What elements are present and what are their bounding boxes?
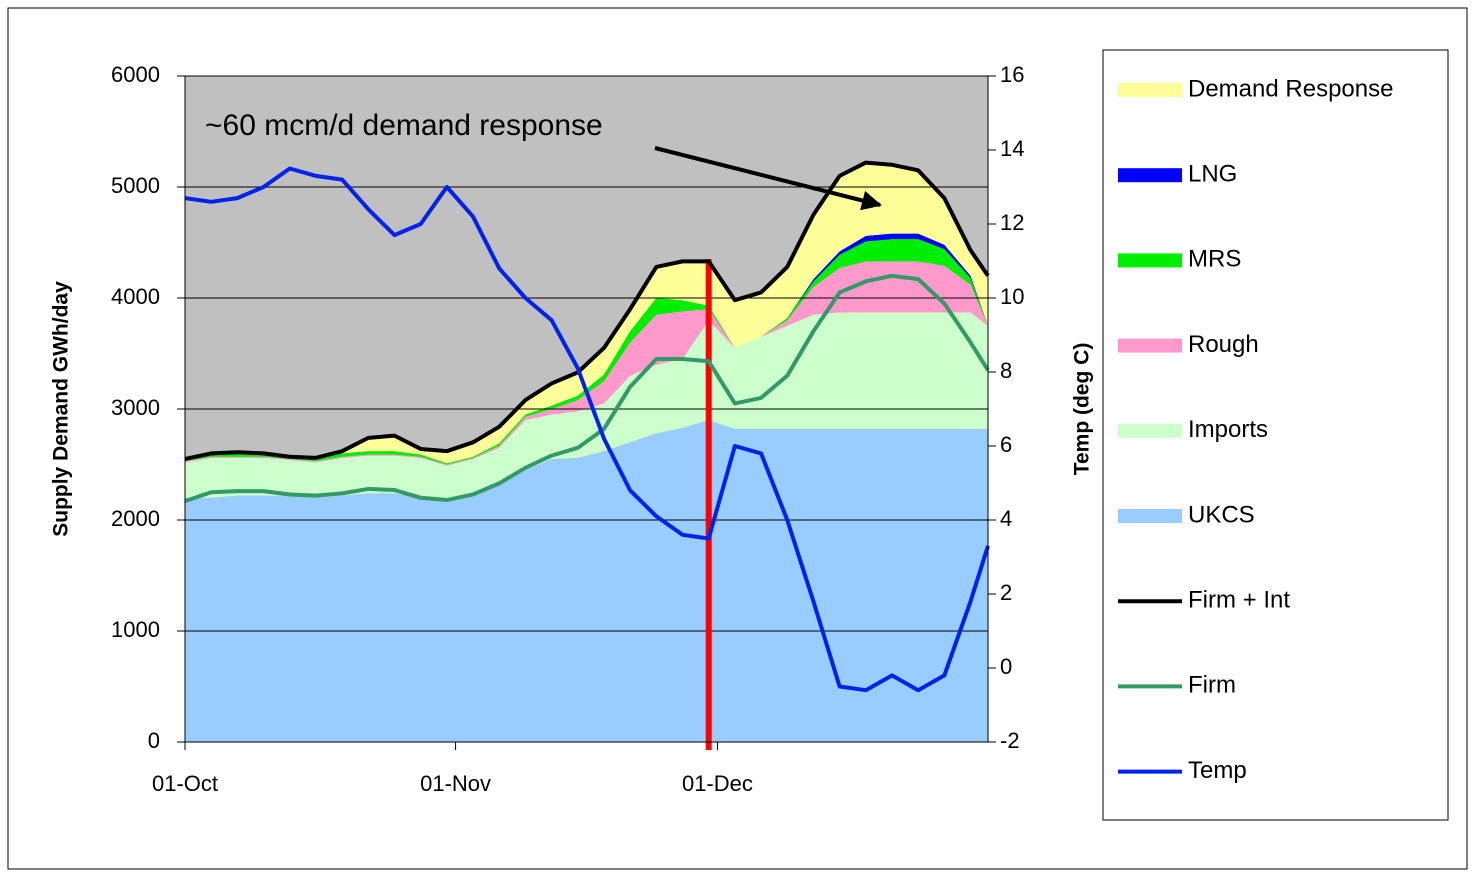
- area: [185, 420, 988, 742]
- y-tick-label: 1000: [111, 617, 160, 642]
- legend-label: Temp: [1188, 757, 1247, 784]
- legend-label: UKCS: [1188, 501, 1255, 528]
- y-tick-label: 0: [148, 728, 160, 753]
- legend-label: MRS: [1188, 246, 1241, 273]
- y2-tick-label: 14: [1000, 136, 1024, 161]
- legend-label: Imports: [1188, 416, 1268, 443]
- y-tick-label: 5000: [111, 173, 160, 198]
- y-axis-title: Supply Demand GWh/day: [50, 281, 73, 537]
- y2-tick-label: 0: [1000, 654, 1012, 679]
- annotation-arrow: [654, 146, 882, 211]
- y2-axis-title: Temp (deg C): [1071, 343, 1094, 476]
- y2-tick-label: -2: [1000, 728, 1020, 753]
- legend-label: LNG: [1188, 161, 1237, 188]
- y-tick-label: 4000: [111, 284, 160, 309]
- x-tick-label: 01-Dec: [682, 771, 753, 796]
- annotation: ~60 mcm/d demand response: [205, 109, 603, 142]
- y-tick-label: 3000: [111, 395, 160, 420]
- legend-label: Firm: [1188, 672, 1236, 699]
- area: [185, 162, 988, 464]
- legend-label: Rough: [1188, 331, 1259, 358]
- legend-swatch: [1118, 423, 1182, 438]
- y2-tick-label: 6: [1000, 432, 1012, 457]
- x-tick-label: 01-Nov: [420, 771, 491, 796]
- series-line: [184, 160, 990, 461]
- y-tick-label: 2000: [111, 506, 160, 531]
- legend-label: Firm + Int: [1188, 587, 1290, 614]
- y2-tick-label: 16: [1000, 62, 1024, 87]
- y2-tick-label: 2: [1000, 580, 1012, 605]
- y2-tick-label: 10: [1000, 284, 1024, 309]
- legend-swatch: [1118, 509, 1182, 523]
- series-line: [184, 166, 990, 693]
- area: [185, 261, 988, 466]
- legend-label: Demand Response: [1188, 75, 1393, 102]
- legend-swatch: [1118, 253, 1182, 268]
- y2-tick-label: 4: [1000, 506, 1012, 531]
- y-tick-label: 6000: [111, 62, 160, 87]
- x-tick-label: 01-Oct: [152, 771, 218, 796]
- area: [185, 312, 988, 501]
- y2-tick-label: 8: [1000, 358, 1012, 383]
- series-line: [184, 273, 990, 504]
- y2-tick-label: 12: [1000, 210, 1024, 235]
- legend-swatch: [1118, 83, 1182, 97]
- legend-swatch: [1118, 338, 1182, 353]
- legend-swatch: [1118, 168, 1182, 183]
